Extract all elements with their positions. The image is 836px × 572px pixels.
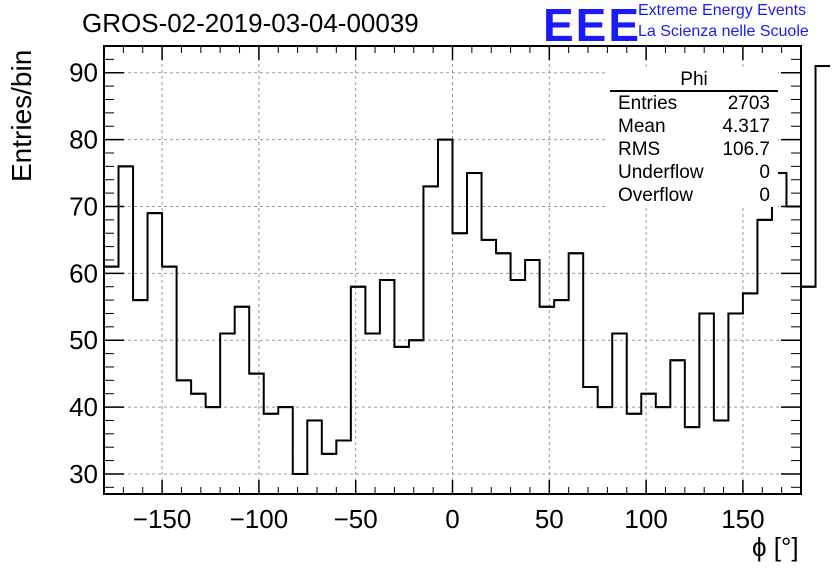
y-tick-label: 50	[69, 325, 98, 355]
stats-row-rms: RMS 106.7	[608, 138, 778, 161]
x-tick-label: 50	[535, 504, 564, 534]
y-tick-label: 90	[69, 58, 98, 88]
stats-label: Underflow	[618, 162, 704, 183]
stats-box: Phi Entries 2703 Mean 4.317 RMS 106.7 Un…	[608, 70, 778, 207]
stats-value: 0	[759, 185, 770, 206]
histogram-outline	[104, 65, 831, 475]
stats-value: 0	[759, 162, 770, 183]
eee-logo-line1: Extreme Energy Events	[638, 2, 807, 19]
x-tick-label: 100	[624, 504, 667, 534]
stats-value: 4.317	[722, 116, 770, 137]
y-tick-label: 80	[69, 125, 98, 155]
plot-frame	[103, 45, 802, 495]
y-tick-label: 30	[69, 459, 98, 489]
stats-row-underflow: Underflow 0	[608, 161, 778, 184]
x-tick-label: 0	[445, 504, 459, 534]
stats-label: Entries	[618, 93, 678, 114]
y-tick-label: 70	[69, 191, 98, 221]
x-tick-label: −50	[334, 504, 378, 534]
stats-label: Overflow	[618, 185, 693, 206]
x-tick-label: 150	[721, 504, 764, 534]
eee-logo-line2: La Scienza nelle Scuole	[638, 23, 809, 40]
x-tick-label: −150	[133, 504, 192, 534]
stats-row-mean: Mean 4.317	[608, 115, 778, 138]
x-axis-label: ϕ [°]	[752, 532, 799, 562]
stats-title: Phi	[610, 70, 778, 92]
y-tick-label: 60	[69, 258, 98, 288]
stats-value: 2703	[727, 93, 770, 114]
tick-labels: −150 −100 −50 0 50 100 150 30 40 50 60 70 80 90	[69, 58, 765, 534]
chart-title: GROS-02-2019-03-04-00039	[82, 8, 419, 38]
stats-label: RMS	[618, 139, 661, 160]
stats-row-entries: Entries 2703	[608, 92, 778, 115]
y-axis-label: Entries/bin	[6, 49, 37, 182]
stats-row-overflow: Overflow 0	[608, 184, 778, 207]
stats-value: 106.7	[722, 139, 770, 160]
stats-label: Mean	[618, 116, 666, 137]
x-tick-label: −100	[230, 504, 289, 534]
y-tick-label: 40	[69, 392, 98, 422]
eee-logo: EEE	[543, 0, 642, 51]
